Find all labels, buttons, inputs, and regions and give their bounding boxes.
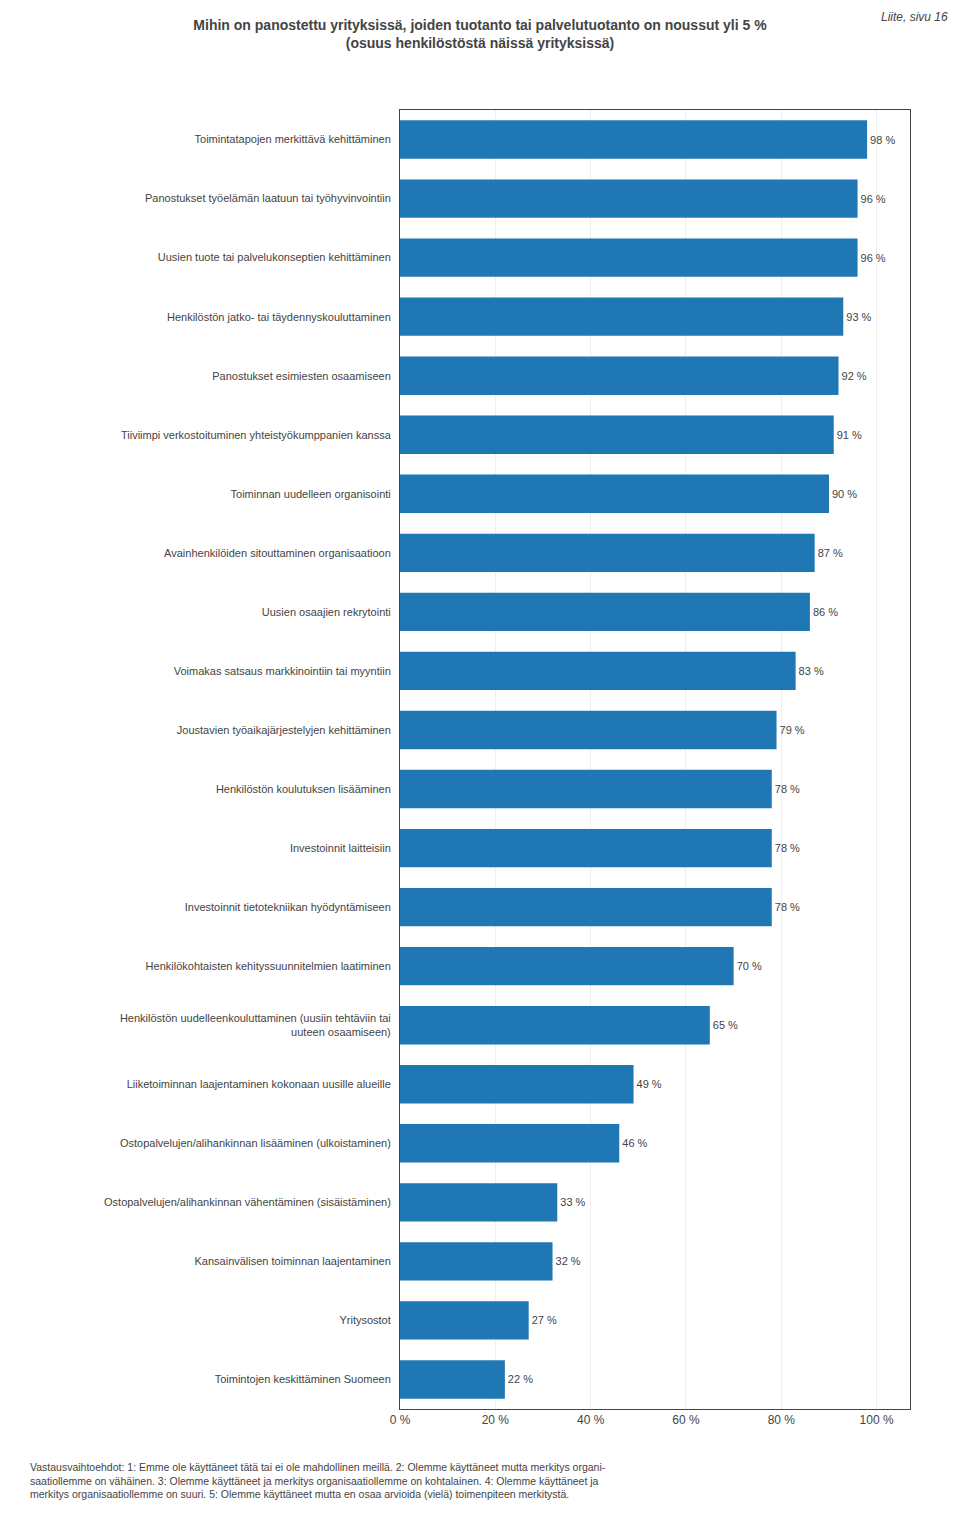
svg-text:Ostopalvelujen/alihankinnan vä: Ostopalvelujen/alihankinnan vähentäminen… (104, 1196, 391, 1208)
svg-text:40 %: 40 % (577, 1413, 605, 1427)
svg-text:46 %: 46 % (622, 1137, 647, 1149)
svg-text:Liiketoiminnan laajentaminen k: Liiketoiminnan laajentaminen kokonaan uu… (127, 1078, 391, 1090)
svg-text:83 %: 83 % (799, 665, 824, 677)
svg-text:65 %: 65 % (713, 1019, 738, 1031)
svg-text:Panostukset esimiesten osaamis: Panostukset esimiesten osaamiseen (212, 370, 391, 382)
svg-text:87 %: 87 % (818, 547, 843, 559)
svg-text:Avainhenkilöiden sitouttaminen: Avainhenkilöiden sitouttaminen organisaa… (164, 547, 391, 559)
svg-text:Toimintojen keskittäminen Suom: Toimintojen keskittäminen Suomeen (215, 1373, 391, 1385)
svg-text:Investoinnit tietotekniikan hy: Investoinnit tietotekniikan hyödyntämise… (185, 901, 391, 913)
svg-text:33 %: 33 % (560, 1196, 585, 1208)
svg-text:Joustavien työaikajärjestelyje: Joustavien työaikajärjestelyjen kehittäm… (177, 724, 391, 736)
svg-text:Tiiviimpi verkostoituminen yht: Tiiviimpi verkostoituminen yhteistyökump… (121, 429, 392, 441)
svg-text:22 %: 22 % (508, 1373, 533, 1385)
svg-text:78 %: 78 % (775, 842, 800, 854)
svg-text:20 %: 20 % (482, 1413, 510, 1427)
svg-text:Liite, sivu 16: Liite, sivu 16 (881, 10, 948, 24)
svg-text:100 %: 100 % (860, 1413, 894, 1427)
svg-text:Kansainvälisen toiminnan laaje: Kansainvälisen toiminnan laajentaminen (195, 1255, 391, 1267)
svg-text:78 %: 78 % (775, 901, 800, 913)
svg-text:Uusien tuote tai palvelukonsep: Uusien tuote tai palvelukonseptien kehit… (158, 251, 391, 263)
svg-text:27 %: 27 % (532, 1314, 557, 1326)
svg-text:80 %: 80 % (768, 1413, 796, 1427)
svg-text:91 %: 91 % (837, 429, 862, 441)
svg-text:96 %: 96 % (861, 252, 886, 264)
svg-text:Vastausvaihtoehdot: 1: Emme ol: Vastausvaihtoehdot: 1: Emme ole käyttäne… (30, 1461, 606, 1500)
svg-text:Toiminnan uudelleen organisoin: Toiminnan uudelleen organisointi (231, 488, 391, 500)
svg-text:Henkilöstön jatko- tai täydenn: Henkilöstön jatko- tai täydennyskoulutta… (167, 311, 391, 323)
svg-text:Mihin on panostettu yrityksiss: Mihin on panostettu yrityksissä, joiden … (193, 17, 767, 51)
svg-text:Henkilöstön uudelleenkouluttam: Henkilöstön uudelleenkouluttaminen (uusi… (120, 1012, 391, 1038)
svg-text:92 %: 92 % (842, 370, 867, 382)
svg-text:49 %: 49 % (637, 1078, 662, 1090)
svg-text:Ostopalvelujen/alihankinnan li: Ostopalvelujen/alihankinnan lisääminen (… (120, 1137, 391, 1149)
svg-text:86 %: 86 % (813, 606, 838, 618)
svg-text:98 %: 98 % (870, 134, 895, 146)
svg-text:96 %: 96 % (861, 193, 886, 205)
svg-text:Henkilökohtaisten kehityssuunn: Henkilökohtaisten kehityssuunnitelmien l… (146, 960, 391, 972)
svg-text:Investoinnit laitteisiin: Investoinnit laitteisiin (290, 842, 391, 854)
svg-text:90 %: 90 % (832, 488, 857, 500)
svg-text:Toimintatapojen merkittävä keh: Toimintatapojen merkittävä kehittäminen (195, 133, 391, 145)
svg-text:93 %: 93 % (846, 311, 871, 323)
svg-text:Yritysostot: Yritysostot (339, 1314, 390, 1326)
svg-text:0 %: 0 % (390, 1413, 411, 1427)
svg-text:32 %: 32 % (556, 1255, 581, 1267)
svg-text:78 %: 78 % (775, 783, 800, 795)
svg-text:60 %: 60 % (672, 1413, 700, 1427)
svg-text:Panostukset työelämän laatuun: Panostukset työelämän laatuun tai työhyv… (145, 192, 391, 204)
svg-text:Voimakas satsaus markkinointii: Voimakas satsaus markkinointiin tai myyn… (174, 665, 391, 677)
svg-text:Henkilöstön koulutuksen lisääm: Henkilöstön koulutuksen lisääminen (216, 783, 391, 795)
svg-text:70 %: 70 % (737, 960, 762, 972)
svg-text:79 %: 79 % (780, 724, 805, 736)
svg-text:Uusien osaajien rekrytointi: Uusien osaajien rekrytointi (262, 606, 391, 618)
